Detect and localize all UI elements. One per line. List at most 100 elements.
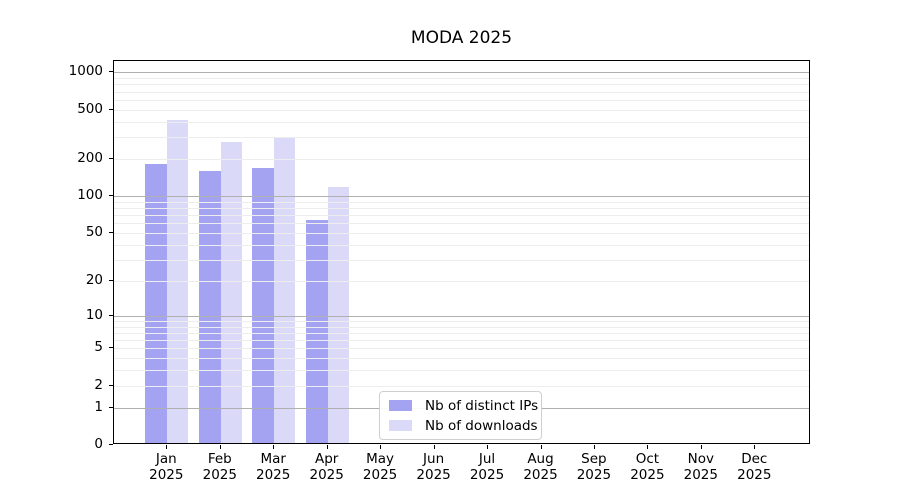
x-tick-label: Sep 2025 — [562, 451, 626, 483]
x-tick-mark — [166, 445, 168, 449]
h-gridline-minor — [114, 332, 809, 334]
h-gridline-minor — [114, 84, 809, 86]
y-tick-mark — [109, 384, 113, 386]
x-tick-label-year: 2025 — [256, 467, 291, 483]
x-tick-label-month: Apr — [315, 451, 339, 467]
y-tick-mark — [109, 71, 113, 73]
x-tick-mark — [647, 445, 649, 449]
y-tick-mark — [109, 444, 113, 445]
h-gridline-major — [114, 315, 809, 317]
x-tick-label: Oct 2025 — [615, 451, 679, 483]
y-tick-label: 200 — [77, 150, 103, 166]
x-tick-label-month: Feb — [207, 451, 232, 467]
x-tick-label-year: 2025 — [149, 467, 184, 483]
x-tick-mark — [540, 445, 542, 449]
x-tick-mark — [593, 445, 595, 449]
x-tick-mark — [380, 445, 382, 449]
x-tick-label-year: 2025 — [416, 467, 451, 483]
x-tick-label-month: Sep — [581, 451, 607, 467]
h-gridline-minor — [114, 109, 809, 111]
legend-row: Nb of downloads — [389, 417, 538, 434]
x-tick-label-year: 2025 — [469, 467, 505, 483]
h-gridline-major — [114, 196, 809, 198]
h-gridline-minor — [114, 259, 809, 261]
h-gridline-minor — [114, 340, 809, 342]
x-tick-mark — [219, 445, 221, 449]
x-tick-label-month: Jan — [155, 451, 177, 467]
y-tick-label: 100 — [77, 187, 103, 204]
legend-row: Nb of distinct IPs — [389, 397, 538, 414]
x-tick-label-year: 2025 — [362, 467, 398, 483]
h-gridline-minor — [114, 137, 809, 139]
legend-label: Nb of distinct IPs — [425, 397, 539, 414]
x-tick-label: Mar 2025 — [241, 451, 305, 483]
y-tick-label: 5 — [94, 339, 103, 356]
h-gridline-minor — [114, 280, 809, 282]
bar-downloads — [220, 141, 242, 443]
h-gridline-minor — [114, 370, 809, 372]
y-tick-mark — [109, 108, 113, 110]
h-gridline-minor — [114, 159, 809, 160]
chart-title: MODA 2025 — [410, 28, 513, 48]
x-tick-mark — [700, 445, 702, 449]
y-tick-mark — [109, 406, 113, 408]
bar-downloads — [274, 137, 296, 443]
h-gridline-minor — [114, 223, 809, 225]
x-tick-label-year: 2025 — [630, 467, 665, 483]
h-gridline-minor — [114, 91, 809, 93]
y-tick-mark — [109, 195, 113, 197]
h-gridline-minor — [114, 233, 809, 234]
bar-downloads — [327, 186, 349, 443]
grid-layer — [114, 61, 809, 443]
x-tick-label: May 2025 — [348, 451, 412, 483]
h-gridline-minor — [114, 99, 809, 101]
x-tick-label: Nov 2025 — [669, 451, 733, 483]
x-tick-label-year: 2025 — [576, 467, 612, 483]
y-tick-label: 1 — [94, 398, 103, 415]
x-tick-label-month: May — [366, 451, 395, 467]
x-tick-label: Jan 2025 — [134, 451, 198, 483]
y-tick-label: 2 — [94, 376, 103, 393]
x-tick-label-month: Mar — [260, 451, 286, 467]
x-tick-mark — [326, 445, 328, 449]
x-tick-label-month: Dec — [741, 451, 768, 467]
y-tick-label: 500 — [77, 100, 103, 117]
y-tick-mark — [109, 279, 113, 281]
y-tick-label: 20 — [85, 271, 103, 288]
bars-layer — [114, 61, 809, 443]
h-gridline-minor — [114, 78, 809, 80]
legend-swatch — [389, 400, 412, 411]
x-tick-mark — [487, 445, 488, 449]
y-tick-label: 50 — [85, 224, 103, 240]
h-gridline-minor — [114, 121, 809, 123]
x-tick-label: Jun 2025 — [402, 451, 466, 483]
x-tick-label-month: Nov — [687, 451, 714, 467]
h-gridline-minor — [114, 348, 809, 350]
x-tick-label-month: Oct — [635, 451, 660, 467]
y-tick-label: 1000 — [68, 63, 103, 80]
bar-distinct-ips — [252, 167, 275, 443]
x-tick-label-year: 2025 — [683, 467, 718, 483]
y-tick-mark — [109, 158, 113, 159]
x-tick-label-year: 2025 — [202, 467, 237, 483]
x-tick-label: Apr 2025 — [295, 451, 359, 483]
y-tick-label: 0 — [94, 436, 103, 452]
legend-label: Nb of downloads — [425, 417, 538, 434]
x-tick-label-month: Aug — [527, 451, 554, 467]
h-gridline-major — [114, 72, 809, 74]
h-gridline-minor — [114, 201, 809, 203]
x-tick-label: Feb 2025 — [188, 451, 252, 483]
y-tick-mark — [109, 232, 113, 233]
x-tick-label-year: 2025 — [737, 467, 772, 483]
x-tick-label: Aug 2025 — [509, 451, 573, 483]
h-gridline-minor — [114, 244, 809, 246]
x-tick-mark — [754, 445, 756, 449]
bar-distinct-ips — [198, 171, 221, 443]
h-gridline-minor — [114, 320, 809, 322]
h-gridline-minor — [114, 358, 809, 360]
x-tick-label-year: 2025 — [309, 467, 344, 483]
x-tick-mark — [433, 445, 435, 449]
x-tick-label: Dec 2025 — [722, 451, 786, 483]
h-gridline-minor — [114, 215, 809, 217]
